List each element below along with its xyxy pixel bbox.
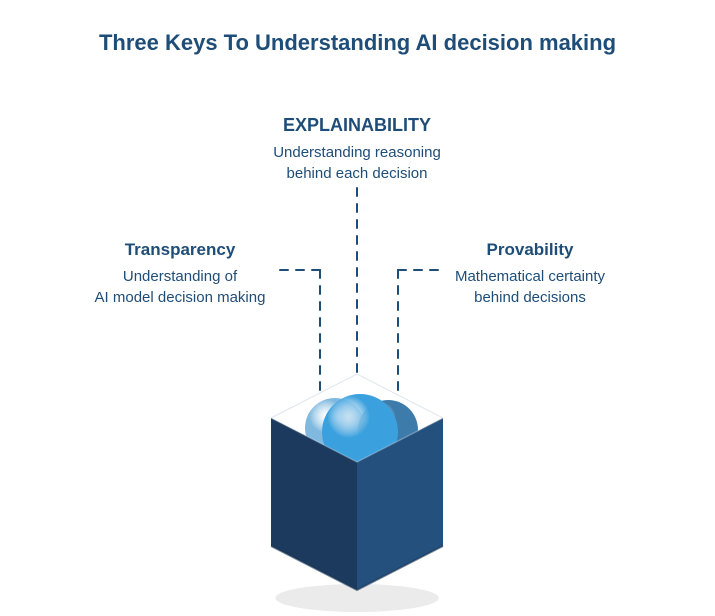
open-box [271, 374, 443, 612]
diagram-svg [0, 0, 715, 616]
